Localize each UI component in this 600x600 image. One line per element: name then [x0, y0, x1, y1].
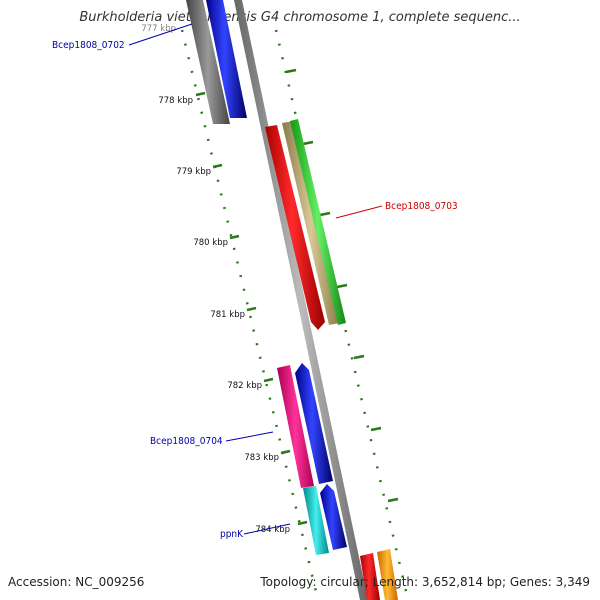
major-ticks	[195, 91, 308, 526]
topology-text: Topology: circular; Length: 3,652,814 bp…	[260, 575, 590, 589]
gene-next-orange-feature[interactable]	[377, 549, 398, 600]
inner-tick-rail	[180, 29, 320, 600]
gene-ppnk-feature[interactable]	[303, 486, 329, 555]
gene-label-bcep1808-0704[interactable]: Bcep1808_0704	[150, 436, 223, 447]
gene-bcep1808-0704-feature[interactable]	[277, 365, 314, 488]
cds-bcep1808-0703-feature[interactable]	[265, 125, 325, 330]
gene-label-ppnk[interactable]: ppnK	[220, 529, 244, 540]
gene-bcep1808-0703-green-feature[interactable]	[290, 119, 346, 325]
gene-bcep1808-0703-tan-feature[interactable]	[282, 121, 340, 325]
label-leader-line	[243, 523, 291, 535]
chromosome-backbone	[234, 0, 368, 600]
outer-major-ticks	[285, 68, 399, 503]
label-leader-line	[225, 431, 274, 442]
tick-label: 784 kbp	[255, 525, 290, 535]
label-leader-line	[335, 205, 383, 219]
tick-label: 780 kbp	[193, 238, 228, 248]
tick-label: 779 kbp	[176, 167, 211, 177]
gene-label-bcep1808-0702[interactable]: Bcep1808_0702	[52, 40, 125, 51]
tick-label: 778 kbp	[158, 96, 193, 106]
label-leader-line	[128, 23, 193, 46]
tick-label: 777 kbp	[141, 24, 176, 34]
tick-label: 783 kbp	[244, 453, 279, 463]
cds-ppnk-feature[interactable]	[320, 484, 347, 550]
accession-text: Accession: NC_009256	[8, 575, 145, 589]
cds-next-feature[interactable]	[360, 553, 380, 600]
cds-bcep1808-0704-feature[interactable]	[295, 363, 333, 484]
gene-bcep1808-0702-feature[interactable]	[186, 0, 230, 124]
cds-bcep1808-0702-feature[interactable]	[206, 0, 247, 118]
tick-label: 781 kbp	[210, 310, 245, 320]
tick-label: 782 kbp	[227, 381, 262, 391]
gene-label-bcep1808-0703[interactable]: Bcep1808_0703	[385, 201, 458, 212]
